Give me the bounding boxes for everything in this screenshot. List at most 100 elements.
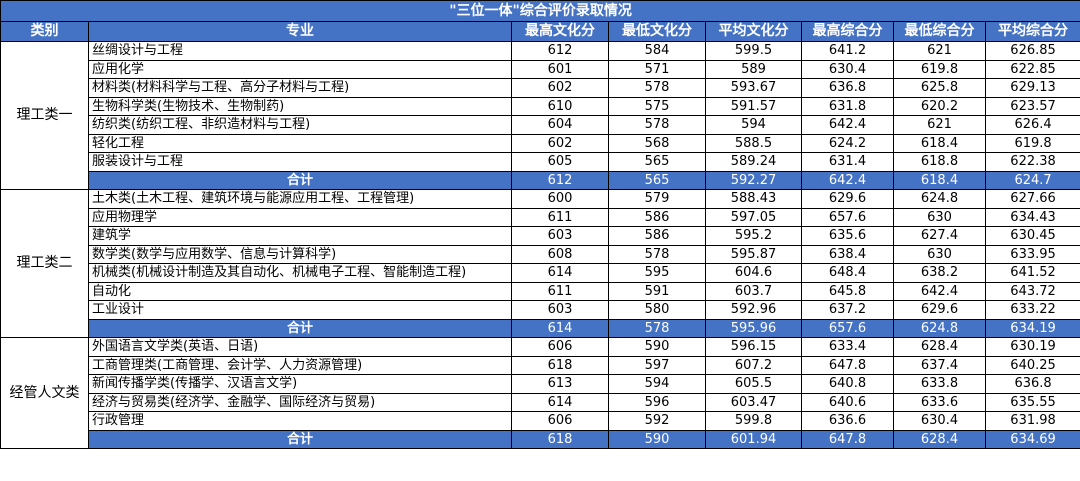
table-row: 工业设计 603 580 592.96 637.2 629.6 633.22 (1, 300, 1080, 320)
total-score-cell: 628.4 (893, 429, 986, 449)
score-cell: 631.4 (801, 152, 894, 172)
score-cell: 630.45 (984, 226, 1080, 246)
score-cell: 605.5 (705, 374, 802, 394)
score-cell: 565 (608, 152, 706, 172)
header-min-culture: 最低文化分 (608, 21, 706, 42)
table-row: 服装设计与工程 605 565 589.24 631.4 618.8 622.38 (1, 152, 1080, 172)
score-cell: 630.4 (801, 59, 894, 79)
table-row: 经济与贸易类(经济学、金融学、国际经济与贸易) 614 596 603.47 640.6… (1, 392, 1080, 412)
total-score-cell: 601.94 (705, 429, 802, 449)
table-row: 自动化 611 591 603.7 645.8 642.4 643.72 (1, 281, 1080, 301)
score-cell: 611 (511, 207, 609, 227)
score-cell: 592.96 (705, 300, 802, 320)
table-row: 机械类(机械设计制造及其自动化、机械电子工程、智能制造工程) 614 595 604.… (1, 263, 1080, 283)
major-cell: 轻化工程 (88, 133, 512, 153)
total-row: 合计 612 565 592.27 642.4 618.4 624.7 (1, 170, 1080, 190)
major-cell: 材料类(材料科学与工程、高分子材料与工程) (88, 78, 512, 98)
score-cell: 640.25 (984, 355, 1080, 375)
table-body: 理工类一 丝绸设计与工程 612 584 599.5 641.2 621 626.85 应用化学… (0, 41, 1080, 449)
score-cell: 642.4 (893, 281, 986, 301)
score-cell: 614 (511, 263, 609, 283)
score-cell: 612 (511, 41, 609, 61)
table-row: 生物科学类(生物技术、生物制药) 610 575 591.57 631.8 620.2 62… (1, 96, 1080, 116)
total-score-cell: 642.4 (801, 170, 894, 190)
score-cell: 600 (511, 189, 609, 209)
score-cell: 594 (608, 374, 706, 394)
score-cell: 594 (705, 115, 802, 135)
score-cell: 637.2 (801, 300, 894, 320)
major-cell: 数学类(数学与应用数学、信息与计算科学) (88, 244, 512, 264)
major-cell: 建筑学 (88, 226, 512, 246)
header-major: 专业 (88, 21, 512, 42)
score-cell: 622.38 (984, 152, 1080, 172)
score-cell: 629.6 (801, 189, 894, 209)
total-score-cell: 618.4 (893, 170, 986, 190)
score-cell: 595 (608, 263, 706, 283)
score-cell: 625.8 (893, 78, 986, 98)
score-cell: 575 (608, 96, 706, 116)
score-cell: 602 (511, 78, 609, 98)
total-score-cell: 614 (511, 318, 609, 338)
score-cell: 636.8 (801, 78, 894, 98)
score-cell: 621 (893, 115, 986, 135)
score-cell: 624.2 (801, 133, 894, 153)
score-cell: 606 (511, 411, 609, 431)
score-cell: 603.7 (705, 281, 802, 301)
table-row: 理工类二 土木类(土木工程、建筑环境与能源应用工程、工程管理) 600 579 588.… (0, 189, 1080, 338)
major-cell: 工商管理类(工商管理、会计学、人力资源管理) (88, 355, 512, 375)
table-title: "三位一体"综合评价录取情况 (0, 0, 1080, 22)
score-cell: 624.8 (893, 189, 986, 209)
total-label: 合计 (88, 429, 512, 449)
score-cell: 586 (608, 207, 706, 227)
total-score-cell: 565 (608, 170, 706, 190)
score-cell: 630.19 (984, 337, 1080, 357)
major-cell: 新闻传播学类(传播学、汉语言文学) (88, 374, 512, 394)
score-cell: 619.8 (893, 59, 986, 79)
score-cell: 618.4 (893, 133, 986, 153)
score-cell: 628.4 (893, 337, 986, 357)
score-cell: 637.4 (893, 355, 986, 375)
table-row: 纺织类(纺织工程、非织造材料与工程) 604 578 594 642.4 621 626.4 (1, 115, 1080, 135)
table-row: 新闻传播学类(传播学、汉语言文学) 613 594 605.5 640.8 633.8 63… (1, 374, 1080, 394)
score-cell: 597.05 (705, 207, 802, 227)
score-cell: 580 (608, 300, 706, 320)
total-score-cell: 657.6 (801, 318, 894, 338)
score-cell: 608 (511, 244, 609, 264)
score-cell: 630 (893, 207, 986, 227)
score-cell: 636.8 (984, 374, 1080, 394)
category-cell: 理工类二 (0, 189, 89, 338)
score-cell: 619.8 (984, 133, 1080, 153)
score-cell: 596.15 (705, 337, 802, 357)
total-score-cell: 634.69 (984, 429, 1080, 449)
score-cell: 640.8 (801, 374, 894, 394)
score-cell: 627.66 (984, 189, 1080, 209)
score-cell: 603 (511, 226, 609, 246)
score-cell: 626.85 (984, 41, 1080, 61)
score-cell: 633.6 (893, 392, 986, 412)
major-cell: 服装设计与工程 (88, 152, 512, 172)
total-score-cell: 647.8 (801, 429, 894, 449)
score-cell: 648.4 (801, 263, 894, 283)
score-cell: 604 (511, 115, 609, 135)
score-cell: 571 (608, 59, 706, 79)
major-cell: 丝绸设计与工程 (88, 41, 512, 61)
score-cell: 623.57 (984, 96, 1080, 116)
score-cell: 596 (608, 392, 706, 412)
score-cell: 607.2 (705, 355, 802, 375)
score-cell: 634.43 (984, 207, 1080, 227)
table-row: 轻化工程 602 568 588.5 624.2 618.4 619.8 (1, 133, 1080, 153)
score-cell: 586 (608, 226, 706, 246)
score-cell: 641.52 (984, 263, 1080, 283)
score-cell: 589.24 (705, 152, 802, 172)
score-cell: 643.72 (984, 281, 1080, 301)
score-cell: 640.6 (801, 392, 894, 412)
score-cell: 638.4 (801, 244, 894, 264)
header-max-composite: 最高综合分 (801, 21, 894, 42)
total-score-cell: 624.8 (893, 318, 986, 338)
score-cell: 588.43 (705, 189, 802, 209)
score-cell: 578 (608, 78, 706, 98)
score-cell: 568 (608, 133, 706, 153)
total-score-cell: 624.7 (984, 170, 1080, 190)
total-row: 合计 618 590 601.94 647.8 628.4 634.69 (1, 429, 1080, 449)
score-cell: 635.6 (801, 226, 894, 246)
